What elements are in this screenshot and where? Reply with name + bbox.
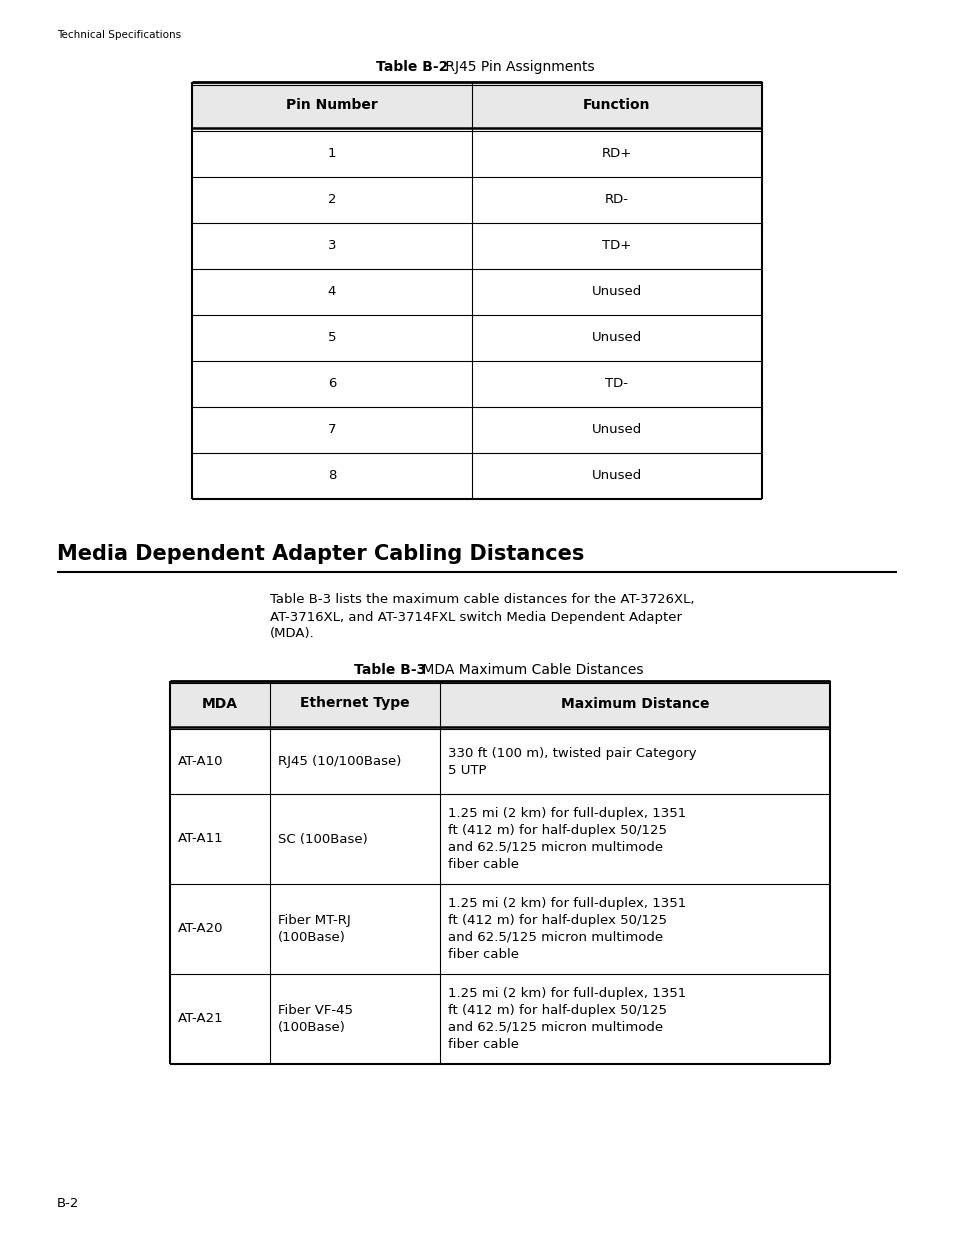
Text: B-2: B-2 bbox=[57, 1197, 79, 1210]
Text: Table B-3 lists the maximum cable distances for the AT-3726XL,: Table B-3 lists the maximum cable distan… bbox=[270, 594, 694, 606]
Bar bbox=[192, 452, 761, 499]
Bar bbox=[192, 177, 761, 222]
Text: Function: Function bbox=[582, 98, 650, 112]
Text: Unused: Unused bbox=[591, 331, 641, 345]
Text: Fiber VF-45
(100Base): Fiber VF-45 (100Base) bbox=[277, 1004, 353, 1034]
Text: Media Dependent Adapter Cabling Distances: Media Dependent Adapter Cabling Distance… bbox=[57, 543, 584, 563]
Text: RJ45 (10/100Base): RJ45 (10/100Base) bbox=[277, 755, 401, 768]
Text: Unused: Unused bbox=[591, 424, 641, 436]
Bar bbox=[192, 222, 761, 268]
Text: AT-A21: AT-A21 bbox=[178, 1013, 223, 1025]
Text: Table B-2: Table B-2 bbox=[375, 61, 448, 74]
Bar bbox=[170, 729, 829, 794]
Text: 330 ft (100 m), twisted pair Category
5 UTP: 330 ft (100 m), twisted pair Category 5 … bbox=[448, 746, 696, 777]
Bar bbox=[192, 131, 761, 177]
Bar bbox=[192, 315, 761, 361]
Bar bbox=[170, 884, 829, 974]
Text: RD+: RD+ bbox=[601, 147, 632, 161]
Text: TD+: TD+ bbox=[601, 240, 631, 252]
Text: AT-A20: AT-A20 bbox=[178, 923, 223, 935]
Text: MDA: MDA bbox=[202, 697, 237, 710]
Text: Technical Specifications: Technical Specifications bbox=[57, 30, 181, 40]
Text: Table B-3: Table B-3 bbox=[354, 662, 425, 677]
Text: AT-3716XL, and AT-3714FXL switch Media Dependent Adapter: AT-3716XL, and AT-3714FXL switch Media D… bbox=[270, 610, 681, 624]
Text: 8: 8 bbox=[328, 469, 335, 482]
Text: SC (100Base): SC (100Base) bbox=[277, 832, 367, 846]
Text: 1: 1 bbox=[328, 147, 335, 161]
Text: 1.25 mi (2 km) for full-duplex, 1351
ft (412 m) for half-duplex 50/125
and 62.5/: 1.25 mi (2 km) for full-duplex, 1351 ft … bbox=[448, 897, 685, 961]
Text: 7: 7 bbox=[328, 424, 335, 436]
Text: 2: 2 bbox=[328, 193, 335, 206]
Text: TD-: TD- bbox=[605, 377, 628, 390]
Text: Unused: Unused bbox=[591, 285, 641, 298]
Text: 5: 5 bbox=[328, 331, 335, 345]
Bar bbox=[192, 406, 761, 452]
Text: RJ45 Pin Assignments: RJ45 Pin Assignments bbox=[440, 61, 594, 74]
Text: MDA Maximum Cable Distances: MDA Maximum Cable Distances bbox=[418, 662, 643, 677]
Bar bbox=[192, 361, 761, 406]
Bar bbox=[192, 82, 761, 128]
Text: 6: 6 bbox=[328, 377, 335, 390]
Text: 3: 3 bbox=[328, 240, 335, 252]
Text: Unused: Unused bbox=[591, 469, 641, 482]
Text: Ethernet Type: Ethernet Type bbox=[300, 697, 410, 710]
Text: 4: 4 bbox=[328, 285, 335, 298]
Text: (MDA).: (MDA). bbox=[270, 627, 314, 641]
Text: AT-A11: AT-A11 bbox=[178, 832, 223, 846]
Bar bbox=[192, 268, 761, 315]
Bar bbox=[170, 794, 829, 884]
Text: AT-A10: AT-A10 bbox=[178, 755, 223, 768]
Text: Fiber MT-RJ
(100Base): Fiber MT-RJ (100Base) bbox=[277, 914, 351, 944]
Text: Maximum Distance: Maximum Distance bbox=[560, 697, 708, 710]
Bar bbox=[170, 974, 829, 1065]
Text: RD-: RD- bbox=[604, 193, 628, 206]
Text: 1.25 mi (2 km) for full-duplex, 1351
ft (412 m) for half-duplex 50/125
and 62.5/: 1.25 mi (2 km) for full-duplex, 1351 ft … bbox=[448, 806, 685, 871]
Text: 1.25 mi (2 km) for full-duplex, 1351
ft (412 m) for half-duplex 50/125
and 62.5/: 1.25 mi (2 km) for full-duplex, 1351 ft … bbox=[448, 987, 685, 1051]
Text: Pin Number: Pin Number bbox=[286, 98, 377, 112]
Bar bbox=[170, 680, 829, 726]
